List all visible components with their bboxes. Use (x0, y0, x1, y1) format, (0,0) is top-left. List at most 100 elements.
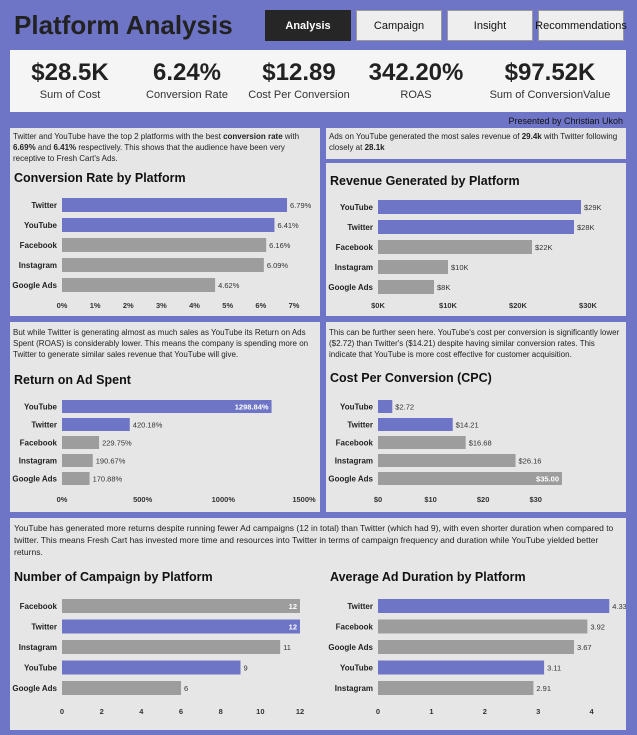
tick-label: 4% (189, 301, 200, 310)
tick-label: $30K (579, 301, 598, 310)
kpi-label: Cost Per Conversion (248, 89, 350, 101)
tab-campaign[interactable]: Campaign (356, 10, 442, 41)
bar[interactable] (62, 400, 272, 413)
bar[interactable] (62, 198, 288, 212)
chart-title: Number of Campaign by Platform (14, 570, 213, 584)
tab-insight[interactable]: Insight (447, 10, 533, 41)
category-label: Facebook (20, 439, 58, 448)
kpi-band: $28.5K Sum of Cost 6.24% Conversion Rate… (10, 50, 626, 112)
bar[interactable] (378, 681, 534, 695)
bar[interactable] (378, 280, 434, 294)
tick-label: 6% (255, 301, 266, 310)
kpi-sum-of-conversion-value: $97.52K Sum of ConversionValue (476, 50, 624, 101)
bar[interactable] (378, 660, 545, 675)
chart-title: Revenue Generated by Platform (330, 174, 520, 188)
category-label: Google Ads (12, 475, 57, 484)
insight-note: But while Twitter is generating almost a… (13, 328, 309, 359)
data-label: $28K (577, 223, 595, 232)
tick-label: 0% (57, 495, 68, 504)
bar[interactable] (62, 454, 93, 467)
bar[interactable] (378, 436, 466, 449)
insight-note: This can be further seen here. YouTube's… (329, 328, 620, 359)
kpi-label: Conversion Rate (146, 89, 228, 101)
tick-label: $30 (529, 495, 542, 504)
bar[interactable] (62, 278, 216, 292)
insight-note: YouTube has generated more returns despi… (14, 523, 614, 557)
bar[interactable] (62, 258, 264, 272)
panel-cpc: This can be further seen here. YouTube's… (326, 322, 626, 512)
presented-by: Presented by Christian Ukoh (508, 116, 623, 126)
category-label: Twitter (347, 223, 373, 232)
data-label: $22K (535, 243, 553, 252)
bar[interactable] (378, 240, 532, 254)
bar[interactable] (378, 220, 574, 234)
bar[interactable] (378, 640, 575, 654)
data-label: 12 (289, 602, 297, 611)
bar[interactable] (378, 260, 448, 274)
category-label: Instagram (335, 684, 373, 693)
tick-label: 1000% (212, 495, 236, 504)
tick-label: 2 (483, 707, 487, 716)
kpi-conversion-rate: 6.24% Conversion Rate (130, 50, 244, 101)
bar[interactable] (378, 619, 588, 634)
category-label: Facebook (336, 623, 374, 632)
data-label: 2.91 (536, 684, 551, 693)
revenue-chart: YouTube $29K Twitter $28K Facebook $22K Instag… (328, 200, 602, 310)
bar[interactable] (62, 418, 130, 431)
tick-label: 6 (179, 707, 183, 716)
tick-label: 7% (289, 301, 300, 310)
data-label: 6 (184, 684, 188, 693)
kpi-value: 6.24% (152, 59, 222, 86)
bar[interactable] (378, 472, 562, 485)
data-label: $35.00 (536, 475, 559, 484)
roas-chart: YouTube 1298.84% Twitter 420.18% Facebook 229… (12, 400, 316, 504)
chart-title: Return on Ad Spent (14, 373, 131, 387)
data-label: 3.67 (577, 643, 592, 652)
bar[interactable] (378, 454, 516, 467)
conversion-rate-chart: Twitter 6.79% YouTube 6.41% Facebook 6.16% Ins… (12, 198, 312, 310)
category-label: Facebook (336, 243, 374, 252)
data-label: $2.72 (395, 403, 414, 412)
data-label: 190.67% (96, 457, 126, 466)
tick-label: $10 (424, 495, 437, 504)
data-label: $14.21 (456, 421, 479, 430)
category-label: Instagram (335, 263, 373, 272)
data-label: 6.16% (269, 241, 291, 250)
bar[interactable] (62, 619, 300, 634)
tick-label: $0 (374, 495, 382, 504)
bar[interactable] (62, 436, 100, 449)
category-label: Twitter (347, 602, 373, 611)
bar[interactable] (62, 238, 267, 252)
bar[interactable] (62, 681, 181, 695)
category-label: Google Ads (328, 643, 373, 652)
chart-title: Average Ad Duration by Platform (330, 570, 526, 584)
category-label: YouTube (340, 403, 374, 412)
bar[interactable] (62, 472, 90, 485)
bar[interactable] (62, 218, 275, 232)
category-label: Instagram (335, 457, 373, 466)
tick-label: 3 (536, 707, 540, 716)
category-label: YouTube (24, 664, 58, 673)
category-label: YouTube (340, 664, 374, 673)
tab-analysis[interactable]: Analysis (265, 10, 351, 41)
category-label: Instagram (19, 261, 57, 270)
data-label: 6.79% (290, 201, 312, 210)
data-label: $8K (437, 283, 450, 292)
panel-revenue: Ads on YouTube generated the most sales … (326, 128, 626, 316)
tick-label: 1% (90, 301, 101, 310)
bar[interactable] (378, 400, 393, 413)
bar[interactable] (378, 418, 453, 431)
cpc-chart: YouTube $2.72 Twitter $14.21 Facebook $16.68 I… (328, 400, 562, 504)
bar[interactable] (62, 660, 241, 675)
category-label: YouTube (24, 403, 58, 412)
bar[interactable] (378, 200, 581, 214)
bar[interactable] (62, 640, 281, 654)
tick-label: 0% (57, 301, 68, 310)
data-label: $26.16 (519, 457, 542, 466)
kpi-cost-per-conversion: $12.89 Cost Per Conversion (244, 50, 354, 101)
insight-note: Ads on YouTube generated the most sales … (329, 132, 618, 152)
bar[interactable] (62, 599, 300, 613)
tab-recommendations[interactable]: Recommendations (535, 10, 627, 41)
bar[interactable] (378, 599, 610, 613)
tick-label: 1500% (292, 495, 316, 504)
